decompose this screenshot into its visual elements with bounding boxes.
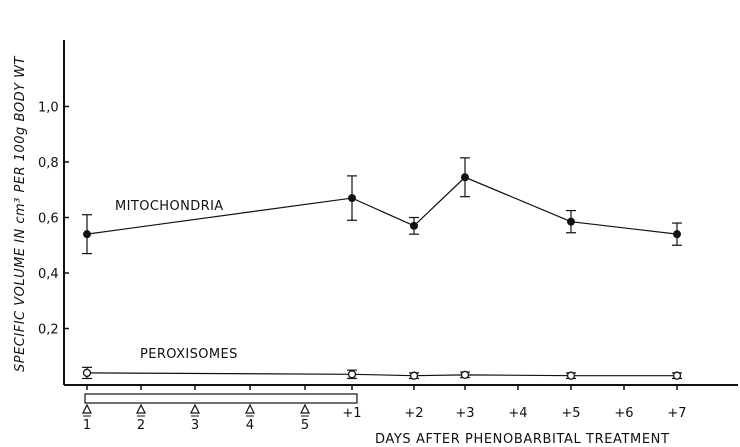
data-point [673,230,681,239]
y-axis-title: SPECIFIC VOLUME IN cm³ PER 100g BODY WT [13,55,28,372]
series-label-mitochondria: MITOCHONDRIA [115,199,224,214]
x-tick-label: +1 [342,406,361,421]
y-tick-label: 0,4 [38,267,59,282]
data-point [409,371,419,380]
x-tick-label: +7 [667,406,686,421]
y-tick-label: 0,8 [38,156,59,171]
data-point [348,194,356,203]
plot-marks [82,157,682,380]
series-label-peroxisomes: PEROXISOMES [140,347,238,362]
series-line-peroxisomes [86,372,677,377]
data-point [410,221,418,230]
y-tick-label: 1,0 [38,101,59,116]
treatment-period-bar [84,393,358,404]
y-tick-label: 0,2 [38,323,59,338]
data-point [566,371,576,380]
x-tick-label: 4 [246,418,254,433]
x-axis-title: DAYS AFTER PHENOBARBITAL TREATMENT [375,432,670,447]
treatment-triangle-icon [136,403,146,414]
x-tick-label: 3 [191,418,199,433]
x-tick-label: +4 [508,406,527,421]
treatment-triangle-icon [245,403,255,414]
data-point [82,368,92,378]
treatment-triangle-icon [190,403,200,414]
data-point [567,217,575,226]
x-tick-label: +3 [455,406,474,421]
x-tick-label: +6 [614,406,633,421]
data-point [83,230,91,239]
x-tick-label: 5 [301,418,309,433]
y-tick-label: 0,6 [38,212,59,227]
data-point [461,173,469,182]
data-point [460,370,470,379]
axes: 0,2 0,4 0,6 0,8 1,0 1 2 3 4 5 +1 +2 +3 +4 +5 +6 +7 [38,40,738,433]
treatment-triangle-icon [300,403,310,414]
x-tick-label: 1 [83,418,91,433]
series-line-mitochondria [86,176,678,235]
data-point [347,370,357,379]
data-point [672,371,682,380]
treatment-triangle-icon [82,403,92,414]
x-tick-label: +2 [404,406,423,421]
x-tick-label: +5 [561,406,580,421]
x-tick-label: 2 [137,418,145,433]
